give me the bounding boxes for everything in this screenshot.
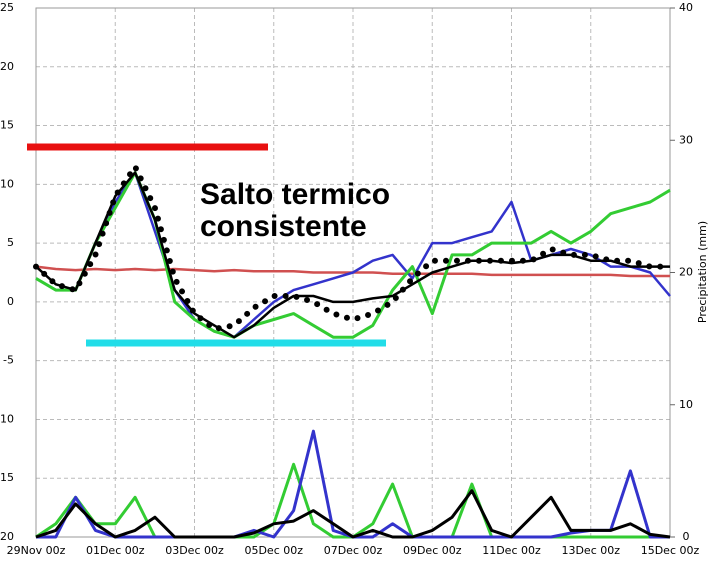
precip-line [35,489,671,539]
x-tick-label: 15Dec 00z [641,544,700,557]
y2-tick-label: 20 [679,266,693,279]
y-tick-label: -20 [0,530,14,543]
y-tick-label: 0 [7,295,14,308]
y2-tick-label: 10 [679,398,693,411]
x-tick-label: 13Dec 00z [561,544,620,557]
y2-axis-label: Precipitation (mm) [696,221,709,323]
y2-tick-label: 40 [679,1,693,14]
annotation: Salto termico [200,178,390,211]
y-tick-label: 15 [0,119,14,132]
y-tick-label: 25 [0,1,14,14]
y-tick-label: -10 [0,412,14,425]
x-tick-label: 07Dec 00z [324,544,383,557]
x-tick-label: 05Dec 00z [244,544,303,557]
y-tick-label: 10 [0,177,14,190]
temp-line [33,163,673,332]
y-tick-label: 20 [0,60,14,73]
x-tick-label: 29Nov 00z [7,544,66,557]
x-tick-label: 09Dec 00z [403,544,462,557]
x-tick-label: 01Dec 00z [86,544,145,557]
y2-tick-label: 0 [683,530,690,543]
y-tick-label: -15 [0,471,14,484]
y2-tick-label: 30 [679,133,693,146]
y-tick-label: 5 [7,236,14,249]
x-tick-label: 03Dec 00z [165,544,224,557]
annotation: consistente [200,210,367,243]
x-tick-label: 11Dec 00z [482,544,541,557]
y-tick-label: -5 [3,354,14,367]
